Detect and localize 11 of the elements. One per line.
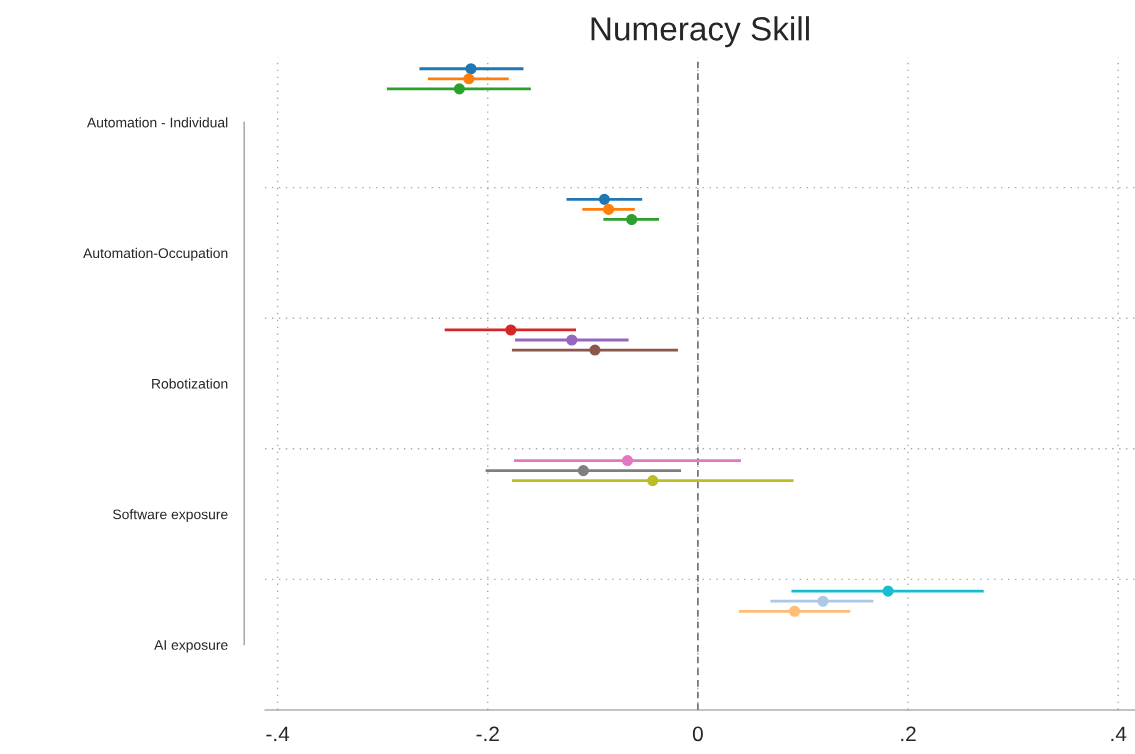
- chart-title: Numeracy Skill: [591, 16, 809, 48]
- x-tick-label: -.4: [266, 726, 290, 742]
- x-tick-label: .2: [901, 726, 916, 742]
- x-tick-label: .4: [1111, 726, 1127, 742]
- y-tick-label: Software exposure: [113, 509, 228, 523]
- y-tick-label: AI exposure: [154, 640, 228, 653]
- y-tick-label: Robotization: [152, 378, 228, 389]
- x-tick-label: 0: [692, 726, 703, 742]
- x-tick-label: -.2: [476, 726, 499, 742]
- y-tick-label: Automation - Individual: [86, 117, 228, 128]
- y-tick-label: Automation-Occupation: [83, 247, 228, 261]
